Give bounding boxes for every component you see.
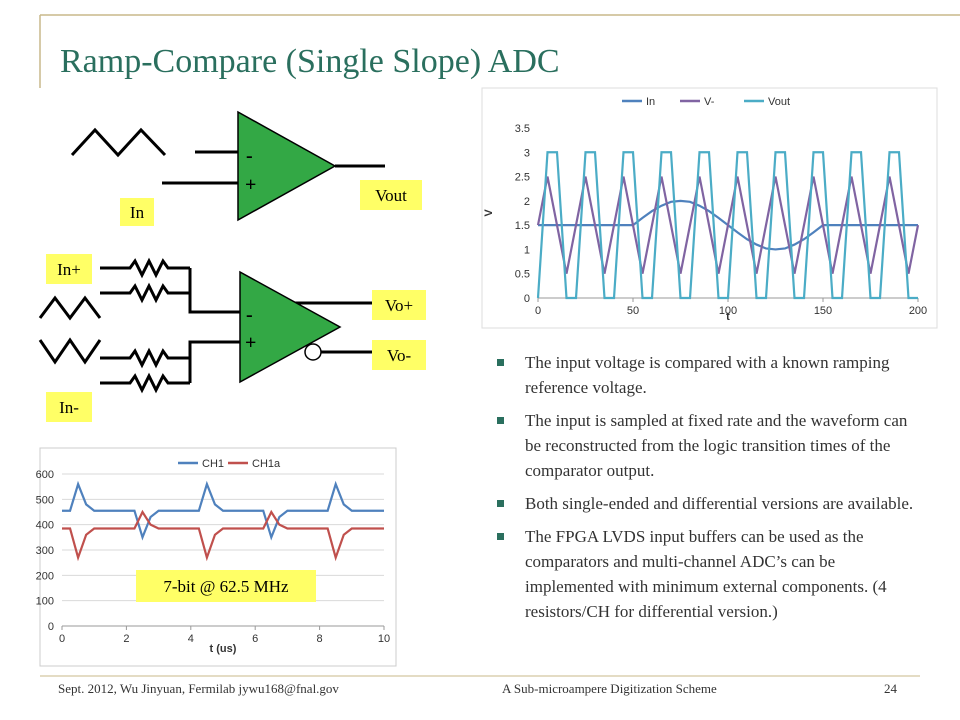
- input-minus-label: In-: [59, 398, 79, 417]
- y-tick-label: 1.5: [515, 220, 530, 232]
- triangle-wave: [38, 337, 102, 365]
- bullet: The input voltage is compared with a kno…: [495, 350, 915, 400]
- op-amp: [239, 270, 342, 384]
- series-line: [536, 151, 918, 300]
- y-tick-label: 2.5: [515, 172, 530, 184]
- label-box: [120, 198, 154, 226]
- triangle-wave: [70, 127, 167, 158]
- x-tick-label: 4: [188, 633, 194, 645]
- chart: 0 100 200 300 400 500 600 0 2 4 6 8 10 t (us) CH1 CH1a: [36, 458, 390, 655]
- inverter-bubble: [304, 343, 322, 361]
- label-box: [372, 290, 426, 320]
- input-label: In: [130, 203, 145, 222]
- y-tick-label: 600: [36, 469, 54, 481]
- y-tick-label: 3.5: [515, 123, 530, 135]
- y-tick-label: 2: [524, 196, 530, 208]
- label-box: [46, 392, 92, 422]
- resistor: [100, 347, 190, 369]
- y-tick-label: 0: [48, 621, 54, 633]
- bullet: The FPGA LVDS input buffers can be used …: [495, 524, 915, 624]
- op-amp: [237, 110, 337, 222]
- legend-label: In: [646, 96, 655, 108]
- y-tick-label: 1: [524, 244, 530, 256]
- resistor: [100, 282, 190, 304]
- output-minus-label: Vo-: [387, 346, 412, 365]
- triangle-wave: [38, 295, 102, 321]
- resistor: [100, 372, 190, 394]
- label-box: [372, 340, 426, 370]
- bullet-list: The input voltage is compared with a kno…: [495, 350, 915, 632]
- annotation-box: [136, 570, 316, 602]
- slide-title: Ramp-Compare (Single Slope) ADC: [60, 43, 560, 80]
- chart-frame: [481, 87, 938, 329]
- chart: 0 0.5 1 1.5 2 2.5 3 3.5 0 50 100 150 200 t V In V- Vout: [483, 96, 927, 323]
- x-tick-label: 0: [535, 305, 541, 317]
- x-tick-label: 50: [627, 305, 639, 317]
- x-tick-label: 10: [378, 633, 390, 645]
- x-axis-label: t: [726, 311, 730, 323]
- bullet: Both single-ended and differential versi…: [495, 491, 915, 516]
- x-tick-label: 100: [719, 305, 737, 317]
- y-tick-label: 3: [524, 147, 530, 159]
- legend-label: CH1a: [252, 458, 281, 470]
- annotation: 7-bit @ 62.5 MHz: [163, 577, 289, 596]
- output-plus-label: Vo+: [385, 296, 413, 315]
- minus-sign: -: [246, 145, 253, 167]
- x-tick-label: 0: [59, 633, 65, 645]
- bullet: The input is sampled at fixed rate and t…: [495, 408, 915, 483]
- x-tick-label: 2: [123, 633, 129, 645]
- y-tick-label: 300: [36, 545, 54, 557]
- y-tick-label: 0: [524, 293, 530, 305]
- y-tick-label: 0.5: [515, 269, 530, 281]
- differential-comparator: [38, 257, 372, 394]
- x-tick-label: 6: [252, 633, 258, 645]
- footer-left: Sept. 2012, Wu Jinyuan, Fermilab jywu168…: [58, 681, 339, 696]
- input-plus-label: In+: [57, 260, 81, 279]
- label-box: [46, 254, 92, 284]
- output-label: Vout: [375, 186, 407, 205]
- legend-label: CH1: [202, 458, 224, 470]
- plus-sign: +: [245, 174, 256, 196]
- x-axis-label: t (us): [210, 643, 237, 655]
- series-line: [62, 480, 384, 541]
- minus-sign: -: [246, 304, 253, 326]
- x-tick-label: 8: [317, 633, 323, 645]
- single-comparator: [70, 110, 385, 222]
- label-box: [360, 180, 422, 210]
- footer-center: A Sub-microampere Digitization Scheme: [502, 681, 717, 696]
- chart-frame: [39, 447, 397, 667]
- series-line: [62, 509, 384, 562]
- wire: [188, 340, 240, 358]
- y-axis-label: V: [483, 209, 495, 217]
- resistor: [100, 257, 190, 279]
- legend-label: V-: [704, 96, 715, 108]
- page-number: 24: [884, 681, 897, 696]
- y-tick-label: 400: [36, 520, 54, 532]
- plus-sign: +: [245, 332, 256, 354]
- legend-label: Vout: [768, 96, 790, 108]
- y-tick-label: 200: [36, 570, 54, 582]
- y-tick-label: 500: [36, 494, 54, 506]
- x-tick-label: 150: [814, 305, 832, 317]
- y-tick-label: 100: [36, 596, 54, 608]
- x-tick-label: 200: [909, 305, 927, 317]
- wire: [188, 268, 240, 314]
